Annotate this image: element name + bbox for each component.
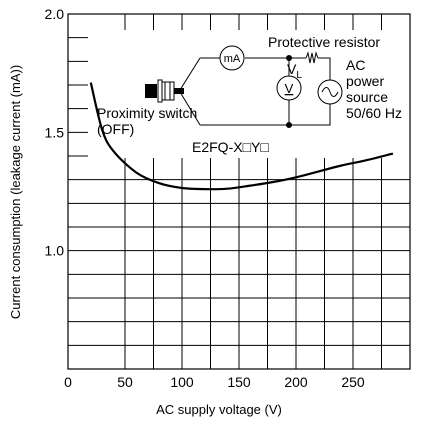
svg-text:power: power bbox=[346, 73, 384, 89]
vl-label: VL bbox=[287, 61, 302, 81]
svg-text:50/60 Hz: 50/60 Hz bbox=[346, 105, 402, 121]
svg-text:AC: AC bbox=[346, 57, 365, 73]
x-tick-label: 200 bbox=[284, 374, 308, 390]
x-tick-label: 0 bbox=[64, 374, 72, 390]
svg-text:source: source bbox=[346, 89, 388, 105]
circuit-diagram-inset: mA VL V Protective resistor AC power sou… bbox=[88, 30, 410, 158]
series-line-leakage-current bbox=[89, 82, 394, 191]
model-label: E2FQ-X□Y□ bbox=[192, 139, 269, 155]
x-tick-label: 100 bbox=[170, 374, 194, 390]
voltmeter-label: V bbox=[285, 81, 294, 96]
x-tick-label: 50 bbox=[117, 374, 133, 390]
ammeter-label: mA bbox=[224, 53, 241, 65]
sine-wave-icon bbox=[321, 87, 339, 97]
voltmeter-icon bbox=[276, 75, 302, 101]
svg-text:(OFF): (OFF) bbox=[97, 121, 134, 137]
ac-source-label: AC power source 50/60 Hz bbox=[346, 57, 402, 121]
x-tick-label: 150 bbox=[227, 374, 251, 390]
x-axis-label: AC supply voltage (V) bbox=[156, 402, 282, 417]
lead-lower bbox=[179, 91, 201, 126]
plot-frame bbox=[67, 13, 411, 370]
y-axis-label: Current consumption (leakage current (mA… bbox=[8, 65, 23, 319]
y-tick-label: 1.5 bbox=[45, 124, 65, 140]
protective-resistor-symbol bbox=[305, 51, 319, 64]
y-tick-label: 2.0 bbox=[45, 6, 65, 22]
y-tick-label: 1.0 bbox=[45, 243, 65, 259]
svg-text:Proximity switch: Proximity switch bbox=[97, 105, 197, 121]
ac-source-icon bbox=[317, 79, 343, 105]
x-tick-label: 250 bbox=[341, 374, 365, 390]
junction-dot-bottom bbox=[286, 122, 292, 128]
proximity-switch-label: Proximity switch (OFF) bbox=[97, 105, 197, 137]
lead-upper bbox=[179, 57, 201, 91]
y-axis-ticks: 1.0 1.5 2.0 bbox=[45, 6, 65, 259]
wire-bottom bbox=[200, 104, 331, 126]
inset-background bbox=[88, 30, 410, 158]
junction-dot-top bbox=[286, 55, 292, 61]
proximity-switch-icon bbox=[145, 79, 184, 103]
x-axis-ticks: 0 50 100 150 200 250 bbox=[64, 374, 365, 390]
ammeter-icon bbox=[219, 45, 245, 71]
wire-top-right bbox=[318, 57, 331, 80]
protective-resistor-label: Protective resistor bbox=[268, 34, 380, 50]
